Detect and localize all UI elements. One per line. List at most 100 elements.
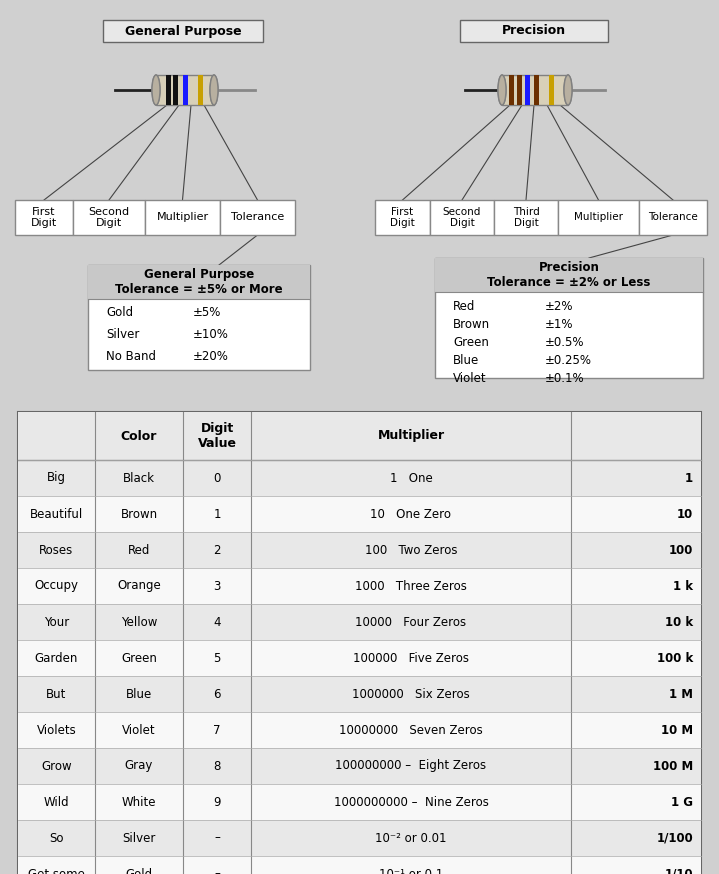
Text: ±0.5%: ±0.5% — [545, 336, 585, 349]
Text: –: – — [214, 831, 220, 844]
Bar — [103, 20, 263, 42]
Bar — [533, 75, 539, 105]
Bar — [460, 20, 608, 42]
Bar — [156, 75, 214, 105]
Bar — [435, 258, 703, 378]
Text: ±5%: ±5% — [193, 307, 221, 320]
Ellipse shape — [152, 75, 160, 105]
Bar — [558, 200, 639, 235]
Bar — [549, 75, 554, 105]
Text: Red: Red — [453, 300, 475, 313]
Bar — [15, 200, 73, 235]
Text: 4: 4 — [214, 615, 221, 628]
Text: 100   Two Zeros: 100 Two Zeros — [365, 544, 457, 557]
Text: Red: Red — [128, 544, 150, 557]
Text: Roses: Roses — [40, 544, 73, 557]
Text: ±1%: ±1% — [545, 317, 574, 330]
Text: ±20%: ±20% — [193, 350, 229, 364]
Text: Tolerance: Tolerance — [231, 212, 284, 223]
Bar — [509, 75, 514, 105]
Text: Beautiful: Beautiful — [30, 508, 83, 521]
Bar — [525, 75, 530, 105]
Bar — [375, 200, 430, 235]
Bar — [166, 75, 171, 105]
Text: 1/100: 1/100 — [656, 831, 693, 844]
Ellipse shape — [564, 75, 572, 105]
Text: Garden: Garden — [35, 651, 78, 664]
Text: 2: 2 — [214, 544, 221, 557]
Text: Get some: Get some — [28, 868, 85, 874]
Text: Third
Digit: Third Digit — [513, 206, 539, 228]
Text: Multiplier: Multiplier — [574, 212, 623, 223]
Text: 8: 8 — [214, 760, 221, 773]
Text: Blue: Blue — [453, 353, 480, 366]
Text: ±10%: ±10% — [193, 329, 229, 342]
Ellipse shape — [498, 75, 506, 105]
Text: 10: 10 — [677, 508, 693, 521]
Bar — [173, 75, 178, 105]
Bar — [220, 200, 295, 235]
Text: Brown: Brown — [453, 317, 490, 330]
Text: Second
Digit: Second Digit — [88, 206, 129, 228]
Text: 10⁻¹ or 0.1: 10⁻¹ or 0.1 — [379, 868, 443, 874]
Text: First
Digit: First Digit — [390, 206, 415, 228]
Text: Your: Your — [44, 615, 69, 628]
Bar — [183, 75, 188, 105]
Text: Multiplier: Multiplier — [377, 429, 444, 442]
Text: General Purpose: General Purpose — [124, 24, 242, 38]
Text: Precision: Precision — [502, 24, 566, 38]
Text: So: So — [49, 831, 64, 844]
Text: 6: 6 — [214, 688, 221, 700]
Text: 1000   Three Zeros: 1000 Three Zeros — [355, 579, 467, 593]
Bar — [18, 496, 701, 532]
Bar — [430, 200, 494, 235]
Bar — [198, 75, 203, 105]
Text: Brown: Brown — [121, 508, 157, 521]
Bar — [639, 200, 707, 235]
Text: First
Digit: First Digit — [31, 206, 57, 228]
Text: Second
Digit: Second Digit — [443, 206, 481, 228]
Text: 5: 5 — [214, 651, 221, 664]
Text: Gold: Gold — [106, 307, 133, 320]
Text: Multiplier: Multiplier — [157, 212, 209, 223]
Text: 1000000   Six Zeros: 1000000 Six Zeros — [352, 688, 470, 700]
Text: Grow: Grow — [41, 760, 72, 773]
Text: But: But — [46, 688, 67, 700]
Text: Orange: Orange — [117, 579, 161, 593]
Text: 1/10: 1/10 — [664, 868, 693, 874]
Text: ±0.25%: ±0.25% — [545, 353, 592, 366]
Text: Tolerance: Tolerance — [648, 212, 698, 223]
Bar — [18, 412, 701, 460]
Text: Big: Big — [47, 471, 66, 484]
Ellipse shape — [152, 75, 160, 105]
Bar — [517, 75, 522, 105]
Text: 10000000   Seven Zeros: 10000000 Seven Zeros — [339, 724, 483, 737]
Text: 100: 100 — [669, 544, 693, 557]
Text: Precision
Tolerance = ±2% or Less: Precision Tolerance = ±2% or Less — [487, 261, 651, 289]
Bar — [18, 856, 701, 874]
Text: 3: 3 — [214, 579, 221, 593]
Ellipse shape — [210, 75, 218, 105]
Text: Color: Color — [121, 429, 157, 442]
Text: General Purpose
Tolerance = ±5% or More: General Purpose Tolerance = ±5% or More — [115, 268, 283, 296]
Bar — [18, 604, 701, 640]
Text: 10   One Zero: 10 One Zero — [370, 508, 452, 521]
Text: White: White — [122, 795, 156, 808]
Text: 100000   Five Zeros: 100000 Five Zeros — [353, 651, 469, 664]
Text: Violets: Violets — [37, 724, 76, 737]
Text: 100 k: 100 k — [656, 651, 693, 664]
Text: Gold: Gold — [125, 868, 152, 874]
Text: 10000   Four Zeros: 10000 Four Zeros — [355, 615, 467, 628]
Ellipse shape — [210, 75, 218, 105]
Text: 100 M: 100 M — [653, 760, 693, 773]
Bar — [18, 568, 701, 604]
Text: No Band: No Band — [106, 350, 156, 364]
Text: 1 G: 1 G — [671, 795, 693, 808]
Bar — [145, 200, 220, 235]
Text: 1: 1 — [214, 508, 221, 521]
Text: 0: 0 — [214, 471, 221, 484]
Text: Wild: Wild — [44, 795, 69, 808]
Text: Yellow: Yellow — [121, 615, 157, 628]
Text: 100000000 –  Eight Zeros: 100000000 – Eight Zeros — [336, 760, 487, 773]
Ellipse shape — [564, 75, 572, 105]
